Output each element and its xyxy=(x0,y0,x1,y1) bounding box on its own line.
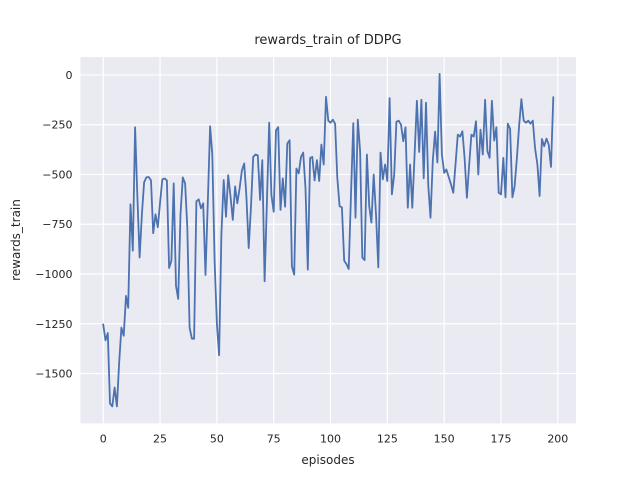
y-tick-label: −1250 xyxy=(35,318,72,331)
x-tick-label: 25 xyxy=(153,432,167,445)
x-tick-label: 50 xyxy=(210,432,224,445)
x-tick-label: 100 xyxy=(320,432,341,445)
x-tick-label: 0 xyxy=(100,432,107,445)
x-tick-label: 75 xyxy=(267,432,281,445)
x-tick-label: 200 xyxy=(547,432,568,445)
x-axis-label: episodes xyxy=(301,453,354,467)
y-tick-label: 0 xyxy=(66,69,73,82)
y-axis-ticks: 0 −250 −500 −750 −1000 −1250 −1500 xyxy=(35,69,72,381)
x-tick-label: 125 xyxy=(377,432,398,445)
y-tick-label: −250 xyxy=(42,119,72,132)
series-line xyxy=(102,73,555,408)
y-tick-label: −1000 xyxy=(35,268,72,281)
chart-title: rewards_train of DDPG xyxy=(254,33,401,48)
x-tick-label: 175 xyxy=(490,432,511,445)
y-tick-label: −750 xyxy=(42,218,72,231)
y-tick-label: −500 xyxy=(42,168,72,181)
y-tick-label: −1500 xyxy=(35,368,72,381)
series-rewards_train xyxy=(102,73,555,408)
y-axis-label: rewards_train xyxy=(9,199,23,281)
x-axis-ticks: 0 25 50 75 100 125 150 175 200 xyxy=(100,432,569,445)
x-tick-label: 150 xyxy=(434,432,455,445)
